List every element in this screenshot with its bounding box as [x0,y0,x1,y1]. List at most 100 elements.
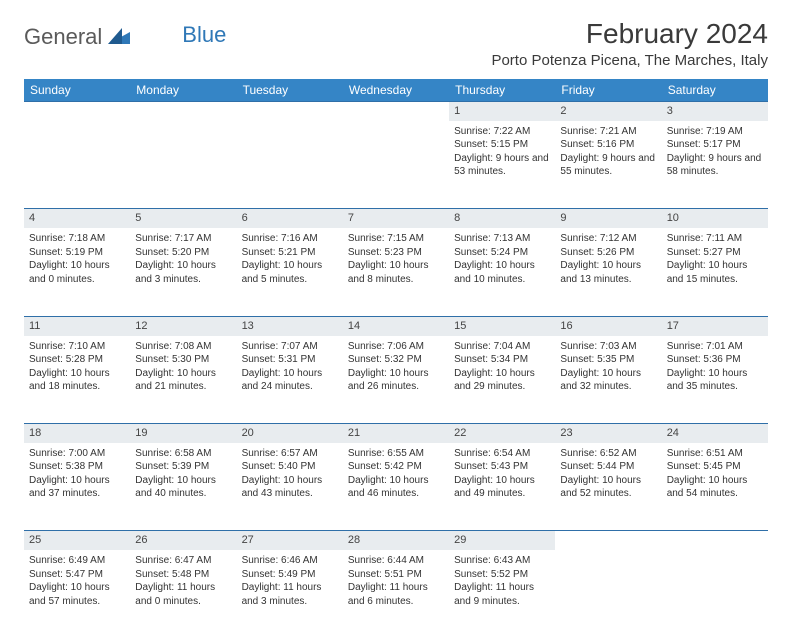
daylight-text: Daylight: 11 hours and 0 minutes. [135,581,231,608]
sunset-text: Sunset: 5:39 PM [135,460,231,474]
daylight-text: Daylight: 10 hours and 49 minutes. [454,474,550,501]
daynum-cell: 4 [24,209,130,228]
week-row: Sunrise: 6:49 AMSunset: 5:47 PMDaylight:… [24,550,768,638]
day-cell [130,121,236,209]
sunrise-text: Sunrise: 6:51 AM [667,447,763,461]
day-content: Sunrise: 7:11 AMSunset: 5:27 PMDaylight:… [667,232,763,286]
day-cell: Sunrise: 7:01 AMSunset: 5:36 PMDaylight:… [662,336,768,424]
logo-text-1: General [24,24,102,50]
sunset-text: Sunset: 5:27 PM [667,246,763,260]
sunset-text: Sunset: 5:48 PM [135,568,231,582]
day-number: 11 [29,320,40,332]
sunset-text: Sunset: 5:28 PM [29,353,125,367]
sunrise-text: Sunrise: 7:12 AM [560,232,656,246]
daynum-cell: 24 [662,424,768,443]
day-cell: Sunrise: 6:54 AMSunset: 5:43 PMDaylight:… [449,443,555,531]
daynum-row: 18192021222324 [24,424,768,443]
day-content: Sunrise: 7:18 AMSunset: 5:19 PMDaylight:… [29,232,125,286]
sunrise-text: Sunrise: 7:06 AM [348,340,444,354]
logo-text-2: Blue [182,22,226,48]
sunrise-text: Sunrise: 6:43 AM [454,554,550,568]
sunrise-text: Sunrise: 7:22 AM [454,125,550,139]
day-cell: Sunrise: 6:46 AMSunset: 5:49 PMDaylight:… [237,550,343,638]
daylight-text: Daylight: 10 hours and 13 minutes. [560,259,656,286]
day-number: 3 [667,105,673,117]
sunset-text: Sunset: 5:51 PM [348,568,444,582]
daylight-text: Daylight: 10 hours and 21 minutes. [135,367,231,394]
day-content: Sunrise: 6:57 AMSunset: 5:40 PMDaylight:… [242,447,338,501]
daynum-cell: 13 [237,316,343,335]
sunrise-text: Sunrise: 7:13 AM [454,232,550,246]
sunset-text: Sunset: 5:24 PM [454,246,550,260]
sunrise-text: Sunrise: 6:44 AM [348,554,444,568]
day-cell: Sunrise: 7:10 AMSunset: 5:28 PMDaylight:… [24,336,130,424]
day-cell: Sunrise: 7:22 AMSunset: 5:15 PMDaylight:… [449,121,555,209]
daynum-cell: 23 [555,424,661,443]
day-cell [237,121,343,209]
daynum-cell: 9 [555,209,661,228]
sunset-text: Sunset: 5:30 PM [135,353,231,367]
day-content: Sunrise: 7:13 AMSunset: 5:24 PMDaylight:… [454,232,550,286]
sunrise-text: Sunrise: 7:01 AM [667,340,763,354]
day-content: Sunrise: 7:16 AMSunset: 5:21 PMDaylight:… [242,232,338,286]
daynum-row: 11121314151617 [24,316,768,335]
daynum-cell: 28 [343,531,449,550]
day-cell [555,550,661,638]
day-number: 29 [454,534,466,546]
sunset-text: Sunset: 5:44 PM [560,460,656,474]
day-content: Sunrise: 6:49 AMSunset: 5:47 PMDaylight:… [29,554,125,608]
sunset-text: Sunset: 5:19 PM [29,246,125,260]
day-header: Sunday [24,79,130,102]
sunset-text: Sunset: 5:42 PM [348,460,444,474]
day-cell: Sunrise: 6:49 AMSunset: 5:47 PMDaylight:… [24,550,130,638]
day-header: Saturday [662,79,768,102]
day-content: Sunrise: 6:55 AMSunset: 5:42 PMDaylight:… [348,447,444,501]
daynum-cell: 15 [449,316,555,335]
day-number: 20 [242,427,254,439]
day-content: Sunrise: 7:10 AMSunset: 5:28 PMDaylight:… [29,340,125,394]
daynum-cell: 7 [343,209,449,228]
day-content: Sunrise: 7:04 AMSunset: 5:34 PMDaylight:… [454,340,550,394]
sunrise-text: Sunrise: 7:00 AM [29,447,125,461]
day-number: 10 [667,212,679,224]
sunset-text: Sunset: 5:52 PM [454,568,550,582]
day-cell: Sunrise: 7:15 AMSunset: 5:23 PMDaylight:… [343,228,449,316]
day-cell [343,121,449,209]
day-cell: Sunrise: 7:06 AMSunset: 5:32 PMDaylight:… [343,336,449,424]
daynum-cell: 22 [449,424,555,443]
sunrise-text: Sunrise: 7:15 AM [348,232,444,246]
day-header: Wednesday [343,79,449,102]
day-cell: Sunrise: 6:47 AMSunset: 5:48 PMDaylight:… [130,550,236,638]
sunset-text: Sunset: 5:15 PM [454,138,550,152]
day-number: 23 [560,427,572,439]
daynum-cell [555,531,661,550]
daynum-row: 2526272829 [24,531,768,550]
day-number: 4 [29,212,35,224]
sunset-text: Sunset: 5:49 PM [242,568,338,582]
daynum-cell: 12 [130,316,236,335]
day-number: 19 [135,427,147,439]
day-cell: Sunrise: 7:18 AMSunset: 5:19 PMDaylight:… [24,228,130,316]
calendar-page: General Blue February 2024 Porto Potenza… [0,0,792,638]
daynum-cell: 18 [24,424,130,443]
day-content: Sunrise: 6:44 AMSunset: 5:51 PMDaylight:… [348,554,444,608]
sunset-text: Sunset: 5:16 PM [560,138,656,152]
daylight-text: Daylight: 11 hours and 3 minutes. [242,581,338,608]
daylight-text: Daylight: 10 hours and 54 minutes. [667,474,763,501]
sunrise-text: Sunrise: 7:08 AM [135,340,231,354]
daylight-text: Daylight: 11 hours and 9 minutes. [454,581,550,608]
sunrise-text: Sunrise: 7:10 AM [29,340,125,354]
sunset-text: Sunset: 5:35 PM [560,353,656,367]
day-cell: Sunrise: 7:04 AMSunset: 5:34 PMDaylight:… [449,336,555,424]
day-cell: Sunrise: 7:12 AMSunset: 5:26 PMDaylight:… [555,228,661,316]
day-cell: Sunrise: 7:13 AMSunset: 5:24 PMDaylight:… [449,228,555,316]
daynum-cell [130,102,236,121]
day-content: Sunrise: 7:15 AMSunset: 5:23 PMDaylight:… [348,232,444,286]
page-title: February 2024 [491,18,768,50]
day-cell: Sunrise: 7:03 AMSunset: 5:35 PMDaylight:… [555,336,661,424]
day-number: 15 [454,320,466,332]
sunrise-text: Sunrise: 6:54 AM [454,447,550,461]
sunrise-text: Sunrise: 7:07 AM [242,340,338,354]
day-cell: Sunrise: 7:21 AMSunset: 5:16 PMDaylight:… [555,121,661,209]
daynum-cell: 6 [237,209,343,228]
